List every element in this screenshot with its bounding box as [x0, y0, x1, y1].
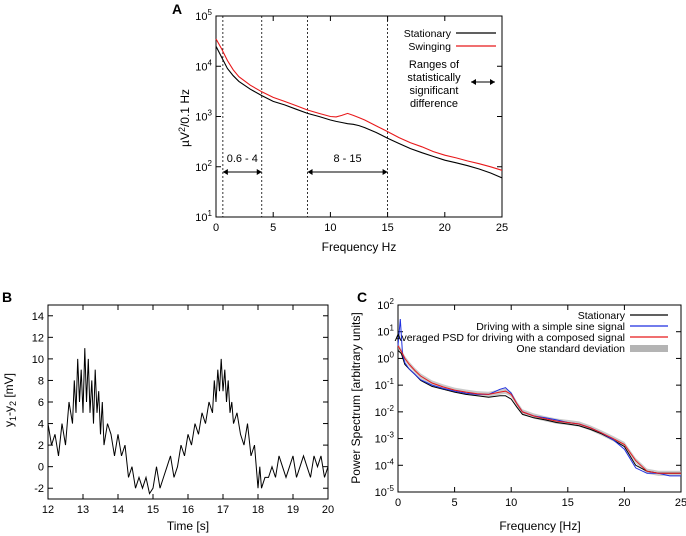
legend-label-swinging: Swinging	[408, 41, 451, 53]
panel-c-xtick-label-15: 15	[562, 497, 574, 509]
panel-a-ytick-label-2: 102	[195, 159, 212, 174]
panel-b-xtick-label-15: 15	[147, 504, 159, 516]
panel-b-ytick-label-8: 8	[38, 375, 44, 387]
panel-c-ylabel: Power Spectrum [arbitrary units]	[349, 312, 363, 483]
series-line-averaged-psd-for-driving-with-a-composed-signal	[397, 345, 681, 474]
panel-c-frame	[397, 304, 682, 493]
panel-b-xtick-label-17: 17	[217, 504, 229, 516]
panel-c-ytick-label-3: 10-3	[375, 431, 395, 446]
series-line-stationary	[215, 46, 503, 179]
panel-c-xtick-label-10: 10	[505, 497, 517, 509]
std-deviation-band	[398, 343, 681, 476]
panel-a-ytick-label-3: 103	[195, 109, 212, 124]
panel-a-xlabel: Frequency Hz	[322, 240, 397, 254]
panel-c-ytick-label-5: 10-5	[375, 484, 395, 499]
panel-c-xlabel: Frequency [Hz]	[499, 519, 580, 533]
panel-a: A 0 5 10 15 20 25 101 102 103 104 105 0.6 - 4 8 - 1…	[172, 1, 508, 254]
panel-b-ylabel: y1-y2 [mV]	[2, 373, 18, 427]
range-label-8-15: 8 - 15	[333, 153, 361, 165]
panel-a-ylabel: µV2/0.1 Hz	[177, 89, 192, 147]
range-annotation: Ranges of statistically significant diff…	[407, 59, 495, 110]
panel-c-xtick-label-20: 20	[618, 497, 630, 509]
annotation-line-1: Ranges of	[409, 59, 460, 71]
panel-a-xtick-label-20: 20	[439, 222, 451, 234]
panel-b-xtick-label-12: 12	[42, 504, 54, 516]
panel-c-ytick-label-2: 10-2	[375, 404, 395, 419]
panel-b-xlabel: Time [s]	[167, 519, 209, 533]
panel-b-xtick-label-13: 13	[77, 504, 89, 516]
panel-b-xtick-label-20: 20	[322, 504, 334, 516]
panel-b-xtick-label-14: 14	[112, 504, 124, 516]
panel-b-ytick-label-6: 6	[38, 397, 44, 409]
panel-a-xtick-label-25: 25	[496, 222, 508, 234]
annotation-line-3: significant	[410, 85, 459, 97]
panel-b-xtick-label-16: 16	[182, 504, 194, 516]
panel-b-ytick-label-0: 0	[38, 462, 44, 474]
panel-c-xtick-label-5: 5	[452, 497, 458, 509]
panel-b-ytick-label-12: 12	[32, 332, 44, 344]
legend-label-sine: Driving with a simple sine signal	[476, 321, 625, 333]
annotation-line-2: statistically	[407, 72, 461, 84]
panel-a-xtick-label-15: 15	[381, 222, 393, 234]
panel-c-xtick-label-0: 0	[395, 497, 401, 509]
legend-label-std: One standard deviation	[516, 343, 625, 355]
panel-c-ytick-label-1: 10-1	[375, 377, 395, 392]
panel-b-ytick-label-4: 4	[38, 419, 44, 431]
panel-a-xtick-label-5: 5	[270, 222, 276, 234]
panel-b-letter: B	[2, 289, 12, 305]
panel-a-ytick-label-4: 104	[195, 58, 212, 73]
panel-c-ytick-label-2: 102	[377, 297, 394, 312]
panel-b-ytick-label-10: 10	[32, 354, 44, 366]
panel-a-xtick-label-10: 10	[324, 222, 336, 234]
panel-c-ytick-label-1: 101	[377, 324, 394, 339]
panel-b-ytick-label-14: 14	[32, 311, 44, 323]
panel-c-ytick-label-0: 100	[377, 350, 394, 365]
series-line-swinging	[215, 38, 503, 171]
panel-b-ytick-label-2: -2	[34, 483, 44, 495]
legend-label-stationary: Stationary	[404, 28, 452, 40]
panel-c-ytick-label-4: 10-4	[375, 457, 395, 472]
panel-a-xtick-label-0: 0	[213, 222, 219, 234]
series-line-stationary	[397, 350, 681, 474]
panel-c-letter: C	[357, 289, 367, 305]
panel-b-ytick-label-2: 2	[38, 440, 44, 452]
range-label-0-6-4: 0.6 - 4	[227, 153, 258, 165]
panel-c-xtick-label-25: 25	[675, 497, 686, 509]
panel-a-ytick-label-5: 105	[195, 8, 212, 23]
legend-label-composed: Averaged PSD for driving with a composed…	[395, 332, 625, 344]
panel-b-xtick-label-18: 18	[252, 504, 264, 516]
panel-c: C 0 5 10 15 20 25 10-5 10-4 10-3 10-2 10-1 100 101 10…	[349, 289, 686, 533]
panel-b: B 12 13 14 15 16 17 18 19 20 -2 0 2 4 6 8 10 12 14 Time […	[2, 289, 334, 533]
legend-label-stationary-c: Stationary	[578, 310, 626, 322]
annotation-line-4: difference	[410, 98, 458, 110]
panel-a-letter: A	[172, 1, 182, 17]
panel-b-xtick-label-19: 19	[287, 504, 299, 516]
series-line-y1-y2	[47, 348, 329, 495]
panel-a-ytick-label-1: 101	[195, 209, 212, 224]
legend-swatch-std	[630, 345, 668, 352]
annotation-arrowheads	[471, 79, 495, 85]
